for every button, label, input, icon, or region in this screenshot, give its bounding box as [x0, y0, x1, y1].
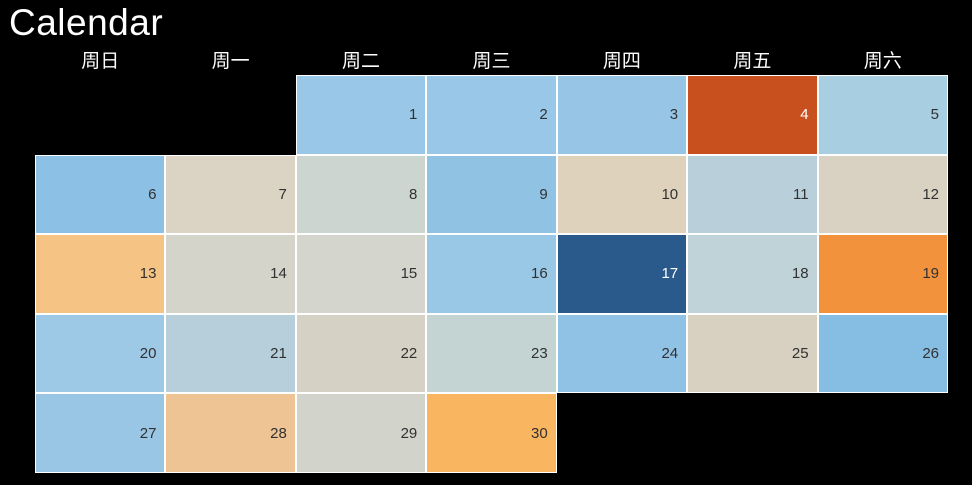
day-number: 19	[922, 265, 939, 283]
day-cell-3[interactable]: 3	[556, 75, 688, 155]
day-cell-10[interactable]: 10	[556, 154, 688, 235]
weekday-label-5: 周四	[602, 51, 641, 72]
weekday-header-row: 周日 周一 周二 周三 周四 周五 周六	[35, 50, 948, 74]
day-cell-5[interactable]: 5	[817, 75, 948, 155]
day-cell-2[interactable]: 2	[426, 75, 557, 155]
day-cell-11[interactable]: 11	[687, 154, 818, 235]
day-number: 7	[278, 185, 287, 203]
day-cell-8[interactable]: 8	[295, 154, 427, 235]
day-number: 2	[539, 106, 548, 124]
day-cell-4[interactable]: 4	[687, 75, 818, 155]
weekday-label-2: 周一	[211, 51, 250, 72]
day-number: 29	[400, 424, 418, 442]
day-number: 14	[270, 265, 287, 283]
day-number: 4	[800, 106, 809, 124]
day-cell-7[interactable]: 7	[165, 154, 296, 235]
day-cell-26[interactable]: 26	[817, 313, 948, 394]
day-cell-13[interactable]: 13	[35, 234, 166, 314]
day-number: 27	[139, 424, 157, 442]
day-number: 30	[531, 424, 548, 442]
day-number: 23	[531, 345, 548, 363]
day-number: 11	[792, 185, 809, 203]
weekday-label-4: 周三	[472, 51, 511, 72]
day-cell-30[interactable]: 30	[426, 393, 557, 473]
day-number: 13	[139, 265, 157, 283]
day-cell-6[interactable]: 6	[35, 154, 166, 235]
day-number: 9	[539, 185, 548, 203]
day-number: 21	[270, 345, 287, 363]
weekday-label-6: 周五	[733, 51, 772, 72]
day-number: 5	[930, 106, 939, 124]
day-cell-16[interactable]: 16	[426, 234, 557, 314]
day-cell-17[interactable]: 17	[556, 234, 688, 314]
day-number: 17	[661, 265, 679, 283]
day-cell-22[interactable]: 22	[295, 313, 427, 394]
day-cell-12[interactable]: 12	[817, 154, 948, 235]
day-cell-23[interactable]: 23	[426, 313, 557, 394]
day-cell-24[interactable]: 24	[556, 313, 688, 394]
day-number: 22	[400, 345, 418, 363]
day-number: 10	[661, 185, 679, 203]
day-number: 28	[270, 424, 287, 442]
day-number: 15	[400, 265, 418, 283]
day-number: 3	[669, 106, 679, 124]
day-cell-29[interactable]: 29	[295, 393, 427, 473]
day-number: 6	[148, 185, 157, 203]
day-cell-25[interactable]: 25	[687, 313, 818, 394]
day-cell-19[interactable]: 19	[817, 234, 948, 314]
day-cell-15[interactable]: 15	[295, 234, 427, 314]
page-title: Calendar	[9, 2, 164, 43]
day-cell-20[interactable]: 20	[35, 313, 166, 394]
day-number: 26	[922, 345, 939, 363]
day-cell-9[interactable]: 9	[426, 154, 557, 235]
day-cell-27[interactable]: 27	[35, 393, 166, 473]
day-number: 12	[922, 185, 939, 203]
day-number: 16	[531, 265, 548, 283]
day-number: 1	[408, 106, 418, 124]
day-number: 24	[661, 345, 679, 363]
day-cell-21[interactable]: 21	[165, 313, 296, 394]
day-cell-28[interactable]: 28	[165, 393, 296, 473]
calendar-grid: 1 2 3 4 5 6 7 8 9 10 11 12 13 14 15 16 17 18 19 20 21 22 23 24 2…	[35, 75, 948, 473]
day-cell-18[interactable]: 18	[687, 234, 818, 314]
day-number: 20	[139, 345, 157, 363]
day-number: 18	[791, 265, 809, 283]
weekday-label-1: 周日	[81, 51, 120, 72]
weekday-label-3: 周二	[342, 51, 381, 72]
day-number: 25	[791, 345, 809, 363]
weekday-label-7: 周六	[863, 51, 902, 72]
day-number: 8	[408, 185, 418, 203]
day-cell-14[interactable]: 14	[165, 234, 296, 314]
day-cell-1[interactable]: 1	[295, 75, 427, 155]
